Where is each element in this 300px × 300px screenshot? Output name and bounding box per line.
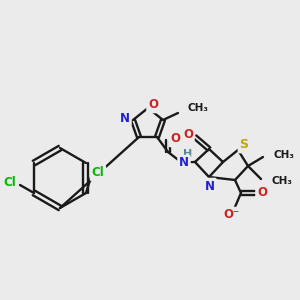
Text: N: N — [179, 157, 189, 169]
Text: Cl: Cl — [92, 167, 104, 179]
Text: H: H — [183, 149, 193, 159]
Text: O: O — [148, 98, 158, 112]
Text: N: N — [205, 179, 215, 193]
Text: O: O — [183, 128, 193, 140]
Text: S: S — [239, 139, 248, 152]
Text: CH₃: CH₃ — [271, 176, 292, 186]
Text: CH₃: CH₃ — [273, 150, 294, 160]
Text: CH₃: CH₃ — [188, 103, 209, 113]
Text: O: O — [257, 187, 267, 200]
Text: O: O — [170, 133, 180, 146]
Text: N: N — [120, 112, 130, 124]
Text: O⁻: O⁻ — [223, 208, 239, 221]
Text: Cl: Cl — [4, 176, 16, 188]
